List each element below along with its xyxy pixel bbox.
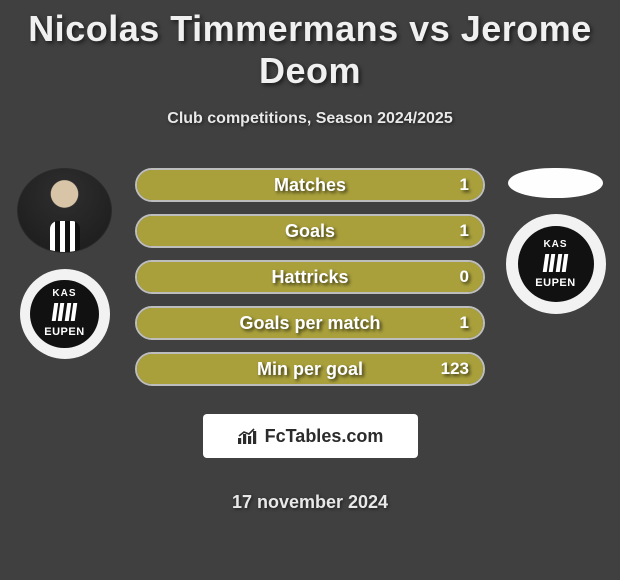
stat-value: 123 [441,354,469,384]
stat-label: Min per goal [137,354,483,384]
stat-value: 1 [460,170,469,200]
club-badge-stripes-icon [544,254,568,272]
player1-club-badge: KAS EUPEN [20,269,110,359]
player1-photo [17,168,112,253]
club-badge-bottom: EUPEN [44,327,84,338]
subtitle: Club competitions, Season 2024/2025 [0,110,620,128]
club-badge-top: KAS [52,289,76,299]
stat-label: Goals [137,216,483,246]
page-title: Nicolas Timmermans vs Jerome Deom [0,8,620,92]
bar-chart-icon [237,427,259,445]
club-badge-top: KAS [543,240,567,250]
player2-photo-placeholder [508,168,603,198]
right-player-column: KAS EUPEN [503,164,608,314]
main-row: KAS EUPEN Matches 1 Goals 1 Hattricks 0 [0,164,620,513]
club-badge-bottom: EUPEN [535,278,575,289]
player2-club-badge: KAS EUPEN [506,214,606,314]
stat-bar-goals: Goals 1 [135,214,485,248]
stat-label: Goals per match [137,308,483,338]
comparison-card: Nicolas Timmermans vs Jerome Deom Club c… [0,0,620,513]
stat-bar-goals-per-match: Goals per match 1 [135,306,485,340]
stat-bar-matches: Matches 1 [135,168,485,202]
stat-value: 1 [460,216,469,246]
left-player-column: KAS EUPEN [12,164,117,359]
stat-label: Matches [137,170,483,200]
brand-attribution[interactable]: FcTables.com [203,414,418,458]
brand-text: FcTables.com [265,426,384,447]
stats-column: Matches 1 Goals 1 Hattricks 0 Goals per … [135,164,485,513]
club-badge-stripes-icon [53,303,77,321]
stat-bar-min-per-goal: Min per goal 123 [135,352,485,386]
stat-value: 0 [460,262,469,292]
stat-value: 1 [460,308,469,338]
stat-label: Hattricks [137,262,483,292]
stat-bar-hattricks: Hattricks 0 [135,260,485,294]
date-text: 17 november 2024 [135,492,485,513]
